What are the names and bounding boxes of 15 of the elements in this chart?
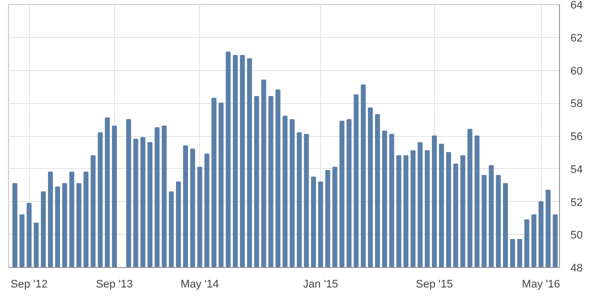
- y-tick-label: 64: [570, 0, 583, 12]
- y-tick-label: 54: [570, 164, 583, 176]
- x-tick-label: Sep '12: [10, 278, 48, 290]
- y-tick-label: 60: [570, 65, 583, 78]
- y-tick-label: 52: [570, 196, 583, 209]
- y-tick-label: 50: [570, 230, 583, 242]
- y-tick-label: 48: [570, 262, 583, 274]
- x-tick-label: May '14: [180, 278, 219, 290]
- y-tick-label: 56: [570, 131, 583, 143]
- y-tick-label: 58: [570, 98, 583, 110]
- x-tick-label: May '16: [522, 278, 560, 290]
- x-tick-label: Sep '15: [416, 278, 453, 290]
- y-tick-label: 62: [570, 32, 583, 44]
- x-tick-label: Sep '13: [96, 278, 133, 290]
- x-tick-label: Jan '15: [303, 278, 338, 290]
